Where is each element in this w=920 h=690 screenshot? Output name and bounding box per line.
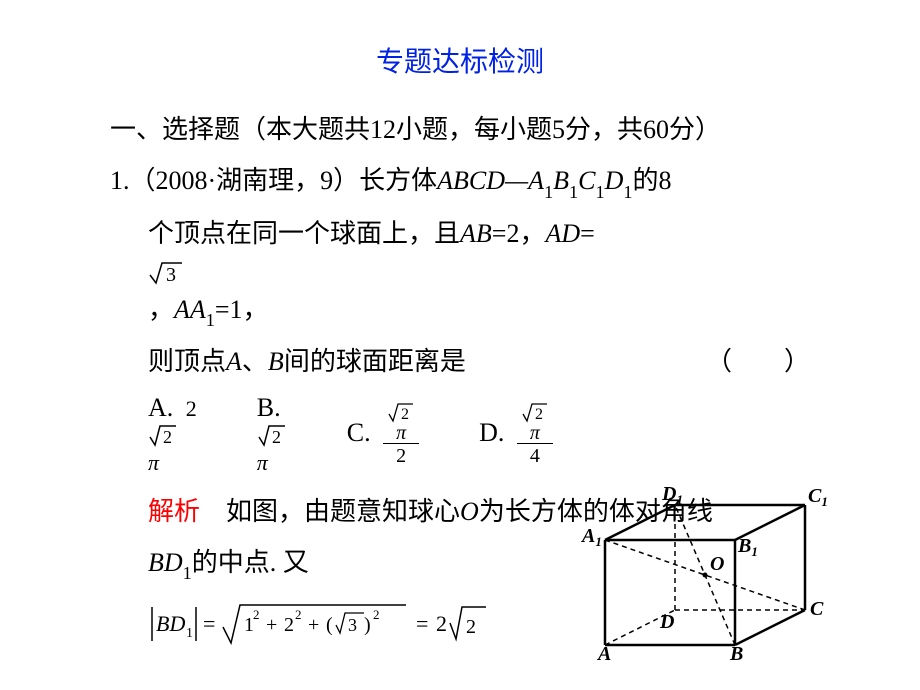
- q1-comma: ，: [148, 295, 174, 324]
- q1-aa: AA: [174, 295, 206, 324]
- svg-text:+: +: [308, 614, 319, 636]
- b-pi: π: [257, 450, 268, 475]
- page-title: 专题达标检测: [110, 40, 810, 80]
- q1-b1: B: [553, 166, 569, 195]
- formula-svg: BD 1 = 1 2 + 2 2 + ( 3 ) 2 = 2 2: [148, 599, 528, 649]
- q1-c1: C: [578, 166, 595, 195]
- q1-aA: A: [226, 347, 242, 376]
- svg-text:1: 1: [186, 626, 193, 641]
- choice-d: D. 2π 4: [479, 401, 553, 468]
- bd1: BD: [148, 548, 183, 577]
- q1-eq2: =2，: [492, 219, 546, 248]
- lbl-c1s: 1: [821, 494, 828, 509]
- svg-text:(: (: [326, 614, 333, 636]
- svg-text:+: +: [266, 614, 277, 636]
- b-sqrt-icon: 2: [257, 423, 287, 447]
- center-o: O: [460, 497, 479, 526]
- svg-text:A1: A1: [580, 525, 602, 549]
- c-top: 2π: [383, 401, 419, 444]
- q1-l1-tail: 的8: [632, 166, 671, 195]
- svg-text:B1: B1: [737, 535, 758, 559]
- choice-a-label: A.: [148, 393, 173, 422]
- svg-text:=: =: [203, 611, 215, 636]
- q1-prefix: 1.（2008·湖南理，9）长方体: [110, 166, 437, 195]
- svg-text:2: 2: [295, 607, 302, 622]
- choice-d-label: D.: [479, 418, 504, 447]
- choice-b: B. 2π: [257, 393, 287, 477]
- svg-text:): ): [364, 614, 371, 636]
- svg-text:BD: BD: [156, 611, 185, 636]
- a-pi: π: [148, 450, 159, 475]
- choice-c: C. 2π 2: [347, 401, 419, 468]
- a-coef: 2: [186, 396, 197, 421]
- lbl-a: A: [596, 643, 611, 660]
- bd1-sub: 1: [183, 563, 192, 583]
- q1-eqr: =: [580, 219, 595, 248]
- q1-aaeq: =1，: [215, 295, 269, 324]
- lbl-a1s: 1: [595, 534, 602, 549]
- q1-aasub: 1: [206, 310, 215, 330]
- c-sqrt-icon: 2: [387, 401, 415, 423]
- d-sqrt-icon: 2: [521, 401, 549, 423]
- lbl-c: C: [810, 598, 824, 620]
- q1-line1: 1.（2008·湖南理，9）长方体ABCD—A1B1C1D1的8: [110, 156, 810, 207]
- answer-paren: （ ）: [706, 337, 810, 386]
- choice-c-label: C.: [347, 418, 371, 447]
- q1-line3: 则顶点A、B间的球面距离是 （ ）: [148, 337, 810, 386]
- q1-d1: D: [605, 166, 624, 195]
- q1-l2a: 个顶点在同一个球面上，且: [148, 219, 460, 248]
- q1-s3: 1: [595, 182, 604, 202]
- q1-ad: AD: [545, 219, 580, 248]
- lbl-c1: C: [808, 485, 822, 507]
- svg-text:2: 2: [436, 611, 447, 636]
- choice-a: A. 22π: [148, 393, 197, 477]
- svg-text:3: 3: [348, 615, 357, 635]
- analysis-a: 如图，由题意知球心: [200, 497, 460, 526]
- sqrt3-icon: 3: [148, 259, 184, 285]
- lbl-d1s: 1: [676, 492, 683, 507]
- svg-text:D1: D1: [661, 483, 683, 507]
- d-pi: π: [530, 422, 540, 444]
- a-sqrt-icon: 2: [148, 423, 178, 447]
- q1-l3t: 间的球面距离是: [284, 347, 466, 376]
- svg-text:2: 2: [163, 427, 172, 447]
- q1-dun1: 、: [242, 347, 268, 376]
- lbl-a1: A: [580, 525, 595, 547]
- svg-text:3: 3: [166, 264, 176, 285]
- q1-bB: B: [268, 347, 284, 376]
- lbl-b1s: 1: [751, 544, 758, 559]
- svg-text:C1: C1: [808, 485, 828, 509]
- lbl-d1: D: [661, 483, 676, 505]
- svg-text:2: 2: [466, 616, 476, 638]
- q1-s2: 1: [569, 182, 578, 202]
- svg-text:2: 2: [401, 406, 409, 423]
- choice-b-label: B.: [257, 393, 281, 422]
- d-top: 2π: [517, 401, 553, 444]
- analysis-label: 解析: [148, 497, 200, 526]
- c-denom: 2: [383, 444, 419, 468]
- c-pi: π: [396, 422, 406, 444]
- q1-ab: AB: [460, 219, 492, 248]
- svg-text:2: 2: [535, 406, 543, 423]
- q1-line2: 个顶点在同一个球面上，且AB=2，AD= 3 ，AA1=1，: [148, 209, 810, 335]
- svg-text:2: 2: [272, 427, 281, 447]
- d-denom: 4: [517, 444, 553, 468]
- svg-text:=: =: [416, 611, 428, 636]
- lbl-o: O: [710, 553, 724, 575]
- lbl-d: D: [659, 611, 674, 633]
- bd1-tail: 的中点. 又: [192, 548, 309, 577]
- svg-text:2: 2: [253, 607, 260, 622]
- q1-s1: 1: [544, 182, 553, 202]
- cuboid-diagram: A B C D A1 B1 C1 D1 O: [570, 480, 830, 660]
- section-header: 一、选择题（本大题共12小题，每小题5分，共60分）: [110, 105, 810, 154]
- lbl-b: B: [729, 643, 743, 660]
- q1-s4: 1: [623, 182, 632, 202]
- q1-abcd: ABCD—A: [437, 166, 544, 195]
- q1-l3: 则顶点: [148, 347, 226, 376]
- svg-text:2: 2: [373, 607, 380, 622]
- lbl-b1: B: [737, 535, 751, 557]
- svg-text:2: 2: [284, 614, 294, 636]
- choices-row: A. 22π B. 2π C. 2π 2 D. 2π 4: [148, 393, 810, 477]
